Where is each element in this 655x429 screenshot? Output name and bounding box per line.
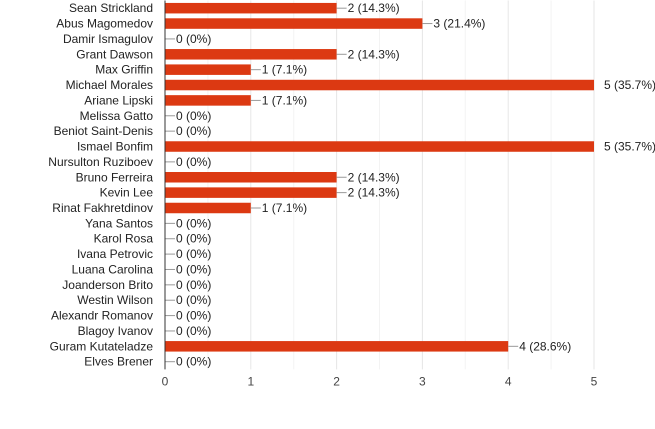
category-label: Westin Wilson <box>77 293 153 307</box>
data-label: 2 (14.3%) <box>348 170 400 184</box>
x-tick-label: 0 <box>162 374 169 388</box>
category-label: Guram Kutateladze <box>50 339 154 353</box>
bar <box>165 172 337 183</box>
category-label: Michael Morales <box>66 78 153 92</box>
category-label: Joanderson Brito <box>62 278 153 292</box>
x-tick-label: 4 <box>505 374 512 388</box>
data-label: 0 (0%) <box>176 293 211 307</box>
bar <box>165 79 594 91</box>
bar <box>165 64 251 75</box>
category-label: Max Griffin <box>95 63 153 77</box>
data-label: 2 (14.3%) <box>348 1 400 15</box>
data-label: 0 (0%) <box>176 232 211 246</box>
category-label: Luana Carolina <box>72 262 154 276</box>
data-label: 1 (7.1%) <box>262 63 307 77</box>
bar <box>165 95 251 106</box>
data-label: 0 (0%) <box>176 355 211 369</box>
data-label: 0 (0%) <box>176 109 211 123</box>
data-label: 0 (0%) <box>176 247 211 261</box>
category-label: Elves Brener <box>84 355 153 369</box>
data-labels: 2 (14.3%) 3 (21.4%) 0 (0%) 2 (14.3%) 1 (7.1%… <box>165 1 655 369</box>
bars <box>165 2 594 352</box>
data-label: 1 (7.1%) <box>262 93 307 107</box>
data-label: 0 (0%) <box>176 324 211 338</box>
data-label: 0 (0%) <box>176 309 211 323</box>
x-tick-label: 5 <box>591 374 598 388</box>
category-label: Melissa Gatto <box>80 109 154 123</box>
data-label: 2 (14.3%) <box>348 186 400 200</box>
category-label: Ismael Bonfim <box>77 140 153 154</box>
category-label: Grant Dawson <box>76 47 153 61</box>
category-label: Sean Strickland <box>69 1 153 15</box>
x-tick-label: 2 <box>333 374 340 388</box>
data-label: 0 (0%) <box>176 155 211 169</box>
data-label: 0 (0%) <box>176 216 211 230</box>
data-label: 1 (7.1%) <box>262 201 307 215</box>
data-label: 0 (0%) <box>176 262 211 276</box>
category-label: Ariane Lipski <box>84 93 153 107</box>
category-label: Bruno Ferreira <box>76 170 154 184</box>
category-label: Damir Ismagulov <box>63 32 153 46</box>
bar <box>165 49 337 60</box>
data-label: 4 (28.6%) <box>519 339 571 353</box>
category-label: Beniot Saint-Denis <box>54 124 153 138</box>
data-label: 3 (21.4%) <box>433 17 485 31</box>
bar <box>165 187 337 198</box>
x-tick-label: 1 <box>247 374 254 388</box>
category-label: Nursulton Ruziboev <box>48 155 153 169</box>
data-label: 2 (14.3%) <box>348 47 400 61</box>
bar <box>165 18 423 29</box>
data-label: 5 (35.7%) <box>604 140 655 154</box>
bar <box>165 2 337 14</box>
category-label: Rinat Fakhretdinov <box>52 201 153 215</box>
x-tick-label: 3 <box>419 374 426 388</box>
bar <box>165 141 594 152</box>
data-label: 0 (0%) <box>176 278 211 292</box>
category-label: Blagoy Ivanov <box>78 324 153 338</box>
category-label: Ivana Petrovic <box>77 247 153 261</box>
category-label: Karol Rosa <box>94 232 154 246</box>
category-label: Alexandr Romanov <box>51 309 153 323</box>
data-label: 0 (0%) <box>176 124 211 138</box>
category-label: Yana Santos <box>85 216 153 230</box>
bar <box>165 341 509 352</box>
x-axis-ticks: 0 1 2 3 4 5 <box>162 374 598 388</box>
data-label: 0 (0%) <box>176 32 211 46</box>
category-label: Kevin Lee <box>100 186 154 200</box>
grid-lines <box>164 0 595 370</box>
data-label: 5 (35.7%) <box>604 78 655 92</box>
bar <box>165 202 251 214</box>
category-label: Abus Magomedov <box>56 17 153 31</box>
